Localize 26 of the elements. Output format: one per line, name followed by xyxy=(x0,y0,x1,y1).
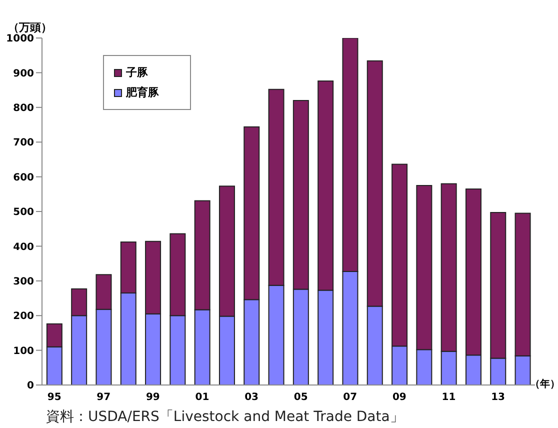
x-tick-label: 01 xyxy=(195,392,210,404)
x-axis-title: （年） xyxy=(530,378,558,391)
x-tick-label: 97 xyxy=(96,392,111,404)
legend-label: 子豚 xyxy=(126,65,148,80)
x-tick-label: 99 xyxy=(146,392,160,404)
y-axis-title: （万頭） xyxy=(8,20,52,34)
y-tick-label: 600 xyxy=(13,172,34,184)
y-tick-label: 700 xyxy=(13,138,34,149)
x-tick-label: 11 xyxy=(442,392,456,404)
x-tick-label: 07 xyxy=(343,392,358,404)
x-tick-label: 05 xyxy=(294,392,308,404)
y-tick-label: 400 xyxy=(13,242,34,253)
x-tick-label: 13 xyxy=(491,392,506,404)
y-tick-label: 300 xyxy=(13,276,34,288)
y-tick-label: 800 xyxy=(13,102,34,114)
y-tick-label: 1000 xyxy=(6,34,34,45)
y-tick-label: 200 xyxy=(13,311,34,322)
y-tick-label: 100 xyxy=(13,346,34,357)
y-tick-label: 500 xyxy=(13,207,34,218)
x-tick-label: 09 xyxy=(392,392,406,404)
legend-label: 肥育豚 xyxy=(126,85,159,100)
text: 資料：USDA/ERS「Livestock and Meat Trade Data」 xyxy=(46,408,404,426)
x-tick-label: 03 xyxy=(244,392,259,404)
y-tick-label: 0 xyxy=(27,380,34,392)
x-tick-label: 95 xyxy=(47,392,62,404)
y-tick-label: 900 xyxy=(13,68,34,80)
